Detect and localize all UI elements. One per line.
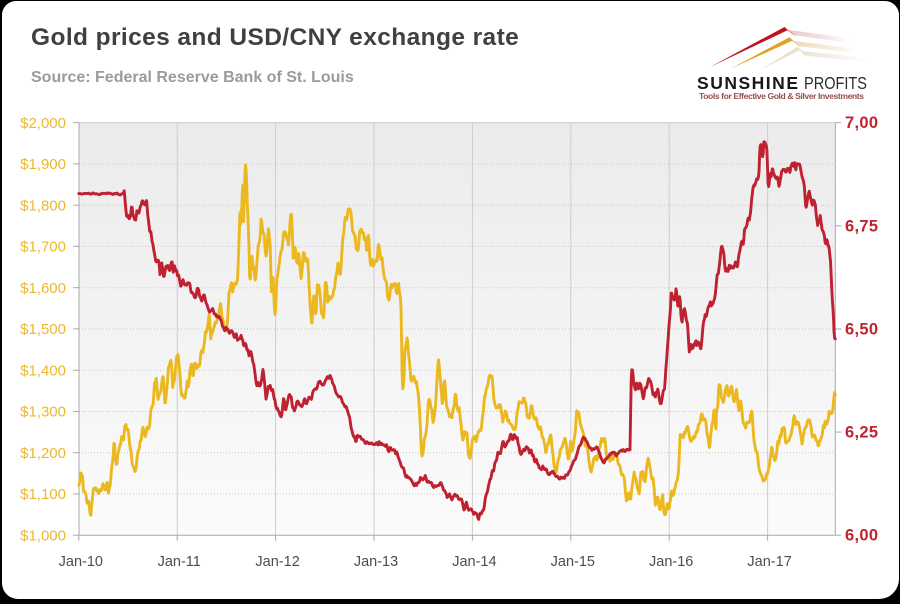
svg-text:Jan-12: Jan-12	[255, 554, 299, 570]
svg-text:$1,900: $1,900	[20, 156, 66, 173]
svg-text:SUNSHINE: SUNSHINE	[697, 73, 798, 93]
svg-text:Jan-15: Jan-15	[551, 554, 595, 570]
svg-text:$1,100: $1,100	[20, 486, 66, 503]
svg-text:6,50: 6,50	[845, 321, 878, 339]
svg-text:Jan-10: Jan-10	[59, 554, 103, 570]
svg-text:PROFITS: PROFITS	[804, 73, 867, 93]
svg-text:$1,500: $1,500	[20, 321, 66, 338]
svg-text:$1,800: $1,800	[20, 197, 66, 214]
svg-text:$1,300: $1,300	[20, 404, 66, 421]
svg-text:Jan-17: Jan-17	[747, 554, 791, 570]
svg-text:6,00: 6,00	[845, 527, 878, 545]
svg-text:Jan-14: Jan-14	[452, 554, 496, 570]
svg-text:Source: Federal Reserve Bank o: Source: Federal Reserve Bank of St. Loui…	[31, 69, 354, 86]
svg-text:6,25: 6,25	[845, 424, 878, 442]
svg-text:Tools for Effective Gold & Sil: Tools for Effective Gold & Silver Invest…	[699, 91, 864, 101]
svg-text:$2,000: $2,000	[20, 115, 66, 132]
svg-text:Jan-11: Jan-11	[158, 554, 201, 570]
svg-text:$1,200: $1,200	[20, 445, 66, 462]
svg-text:$1,400: $1,400	[20, 362, 66, 379]
svg-text:$1,700: $1,700	[20, 239, 66, 256]
svg-text:$1,000: $1,000	[20, 527, 66, 544]
svg-text:Jan-16: Jan-16	[649, 554, 693, 570]
svg-text:7,00: 7,00	[845, 114, 878, 132]
svg-text:$1,600: $1,600	[20, 280, 66, 297]
svg-text:Jan-13: Jan-13	[354, 554, 398, 570]
svg-text:Gold prices and USD/CNY exchan: Gold prices and USD/CNY exchange rate	[31, 24, 519, 51]
svg-text:6,75: 6,75	[845, 217, 878, 235]
